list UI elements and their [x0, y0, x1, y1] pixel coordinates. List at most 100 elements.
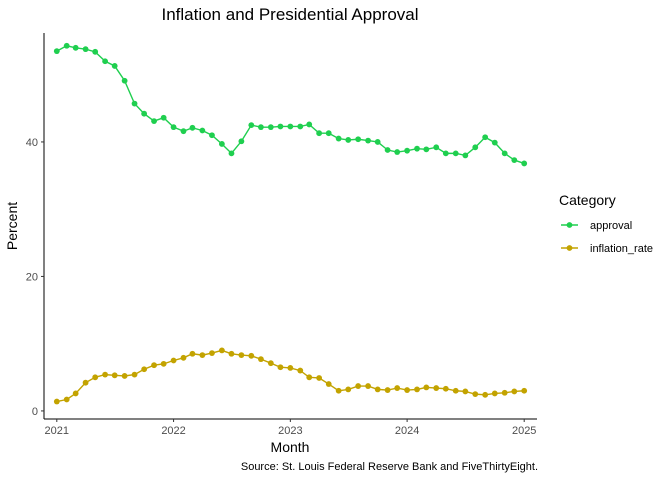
legend-key-point	[566, 222, 573, 228]
data-point-approval	[72, 44, 79, 51]
data-point-inflation_rate	[63, 396, 70, 403]
data-point-inflation_rate	[131, 371, 138, 378]
data-point-approval	[472, 144, 479, 151]
data-point-approval	[404, 147, 411, 154]
data-point-inflation_rate	[521, 387, 528, 394]
data-point-inflation_rate	[160, 360, 167, 367]
legend-label: inflation_rate	[590, 243, 653, 255]
data-point-inflation_rate	[414, 386, 420, 393]
data-point-inflation_rate	[102, 371, 109, 378]
data-point-inflation_rate	[374, 386, 381, 393]
data-point-inflation_rate	[384, 387, 391, 393]
data-point-approval	[355, 136, 362, 143]
legend-title: Category	[559, 192, 616, 208]
data-point-inflation_rate	[491, 390, 498, 397]
data-point-approval	[102, 58, 109, 65]
data-point-approval	[131, 100, 138, 107]
data-point-inflation_rate	[141, 366, 148, 373]
data-point-approval	[267, 124, 274, 131]
y-tick-label: 40	[26, 137, 38, 149]
y-tick-label: 0	[32, 406, 38, 418]
data-point-approval	[199, 127, 206, 134]
data-point-inflation_rate	[345, 386, 352, 393]
data-point-approval	[442, 150, 449, 157]
chart-title: Inflation and Presidential Approval	[161, 5, 418, 24]
data-point-approval	[228, 150, 235, 157]
y-axis-title: Percent	[4, 202, 20, 250]
data-point-approval	[325, 130, 332, 137]
data-point-inflation_rate	[92, 374, 99, 381]
data-point-approval	[141, 110, 148, 117]
data-point-inflation_rate	[277, 364, 284, 371]
data-point-approval	[180, 128, 187, 135]
data-point-inflation_rate	[297, 367, 304, 374]
data-point-approval	[238, 138, 245, 145]
data-point-inflation_rate	[325, 381, 332, 387]
data-point-approval	[482, 134, 489, 141]
data-point-approval	[209, 132, 215, 139]
data-point-inflation_rate	[82, 379, 89, 386]
data-point-inflation_rate	[248, 352, 255, 359]
x-tick-label: 2023	[278, 425, 302, 437]
data-point-inflation_rate	[238, 352, 245, 359]
data-point-inflation_rate	[511, 388, 518, 395]
data-point-inflation_rate	[482, 391, 489, 398]
x-axis-title: Month	[271, 439, 310, 455]
data-point-approval	[423, 146, 430, 153]
data-point-inflation_rate	[258, 356, 264, 363]
data-point-approval	[433, 144, 440, 151]
data-point-inflation_rate	[452, 387, 459, 394]
data-point-inflation_rate	[423, 384, 430, 391]
data-point-approval	[394, 149, 401, 155]
data-point-approval	[374, 139, 381, 145]
data-point-approval	[521, 160, 528, 167]
series-line-approval	[56, 45, 525, 165]
data-point-inflation_rate	[462, 388, 469, 395]
data-point-approval	[287, 123, 294, 130]
data-point-inflation_rate	[433, 385, 440, 391]
data-point-inflation_rate	[72, 390, 79, 397]
data-point-approval	[277, 123, 284, 130]
data-point-approval	[248, 122, 255, 129]
data-point-approval	[92, 48, 99, 55]
data-point-inflation_rate	[218, 347, 225, 354]
legend-items: approval inflation_rate	[561, 220, 653, 255]
data-point-inflation_rate	[180, 354, 187, 361]
data-point-approval	[414, 145, 420, 152]
data-point-approval	[335, 135, 342, 142]
data-point-approval	[491, 139, 498, 146]
data-point-approval	[345, 137, 352, 143]
x-axis-ticks: 2021 2022 2023 2024 2025	[45, 419, 536, 437]
legend-key-point	[566, 245, 573, 251]
data-point-approval	[501, 150, 508, 157]
data-point-approval	[297, 123, 304, 130]
data-point-inflation_rate	[394, 385, 401, 391]
data-point-approval	[160, 114, 167, 121]
data-point-inflation_rate	[365, 383, 371, 389]
x-tick-label: 2024	[395, 425, 419, 437]
legend: Category approval inflation_rate	[559, 192, 653, 255]
y-tick-label: 20	[26, 271, 38, 283]
data-point-approval	[218, 141, 225, 147]
data-point-inflation_rate	[335, 387, 342, 394]
data-point-inflation_rate	[267, 360, 274, 367]
data-point-approval	[189, 124, 196, 131]
data-point-inflation_rate	[209, 350, 215, 356]
legend-item-approval: approval	[561, 220, 632, 232]
data-point-approval	[53, 48, 60, 55]
x-tick-label: 2021	[45, 425, 69, 437]
data-point-approval	[63, 42, 70, 49]
data-point-inflation_rate	[404, 387, 411, 393]
data-point-approval	[452, 150, 459, 157]
data-point-inflation_rate	[316, 375, 323, 381]
data-point-inflation_rate	[306, 374, 313, 381]
caption: Source: St. Louis Federal Reserve Bank a…	[241, 461, 538, 473]
data-point-approval	[151, 118, 157, 124]
y-axis-ticks: 0 20 40	[26, 137, 44, 418]
data-point-approval	[511, 157, 518, 164]
data-point-approval	[258, 124, 264, 131]
data-point-approval	[462, 152, 469, 159]
data-point-approval	[384, 147, 391, 153]
data-point-inflation_rate	[111, 372, 118, 379]
